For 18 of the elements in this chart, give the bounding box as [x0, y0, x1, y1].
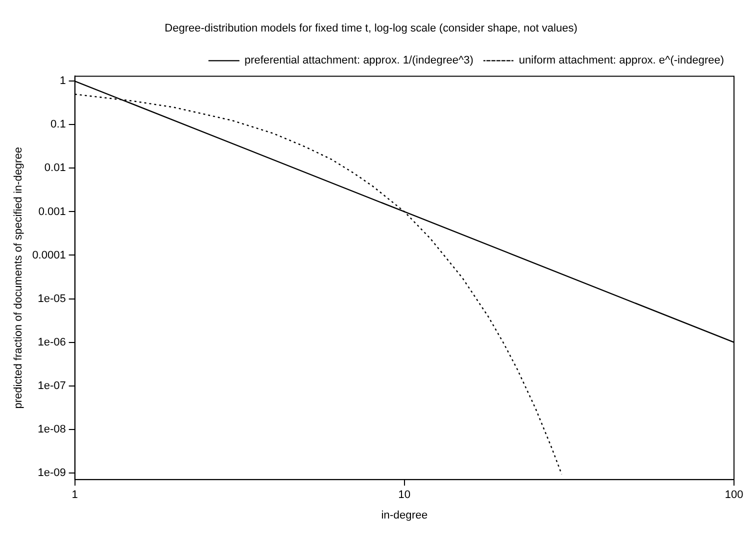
y-tick-label: 1e-06	[38, 336, 66, 348]
legend-label: uniform attachment: approx. e^(-indegree)	[518, 54, 724, 67]
x-axis-title: in-degree	[381, 509, 428, 522]
y-tick-label: 1e-05	[38, 292, 66, 305]
x-tick-label: 100	[724, 489, 744, 502]
y-tick-label: 1	[60, 75, 66, 88]
chart-title: Degree-distribution models for fixed time t, log-log scale (consider shape, not values)	[164, 22, 578, 35]
y-tick-label: 0.01	[44, 162, 66, 174]
x-tick-label: 10	[398, 489, 411, 502]
y-tick-label: 0.0001	[32, 249, 66, 262]
legend-label: preferential attachment: approx. 1/(indegree^3)	[244, 54, 474, 67]
y-axis-title: predicted fraction of documents of specified in-degree	[12, 147, 25, 409]
x-tick-label: 1	[72, 489, 78, 502]
y-tick-label: 1e-09	[38, 466, 66, 479]
y-tick-label: 1e-07	[38, 380, 66, 392]
y-tick-label: 0.1	[50, 118, 66, 131]
y-tick-label: 1e-08	[38, 423, 66, 436]
y-tick-label: 0.001	[38, 206, 66, 218]
